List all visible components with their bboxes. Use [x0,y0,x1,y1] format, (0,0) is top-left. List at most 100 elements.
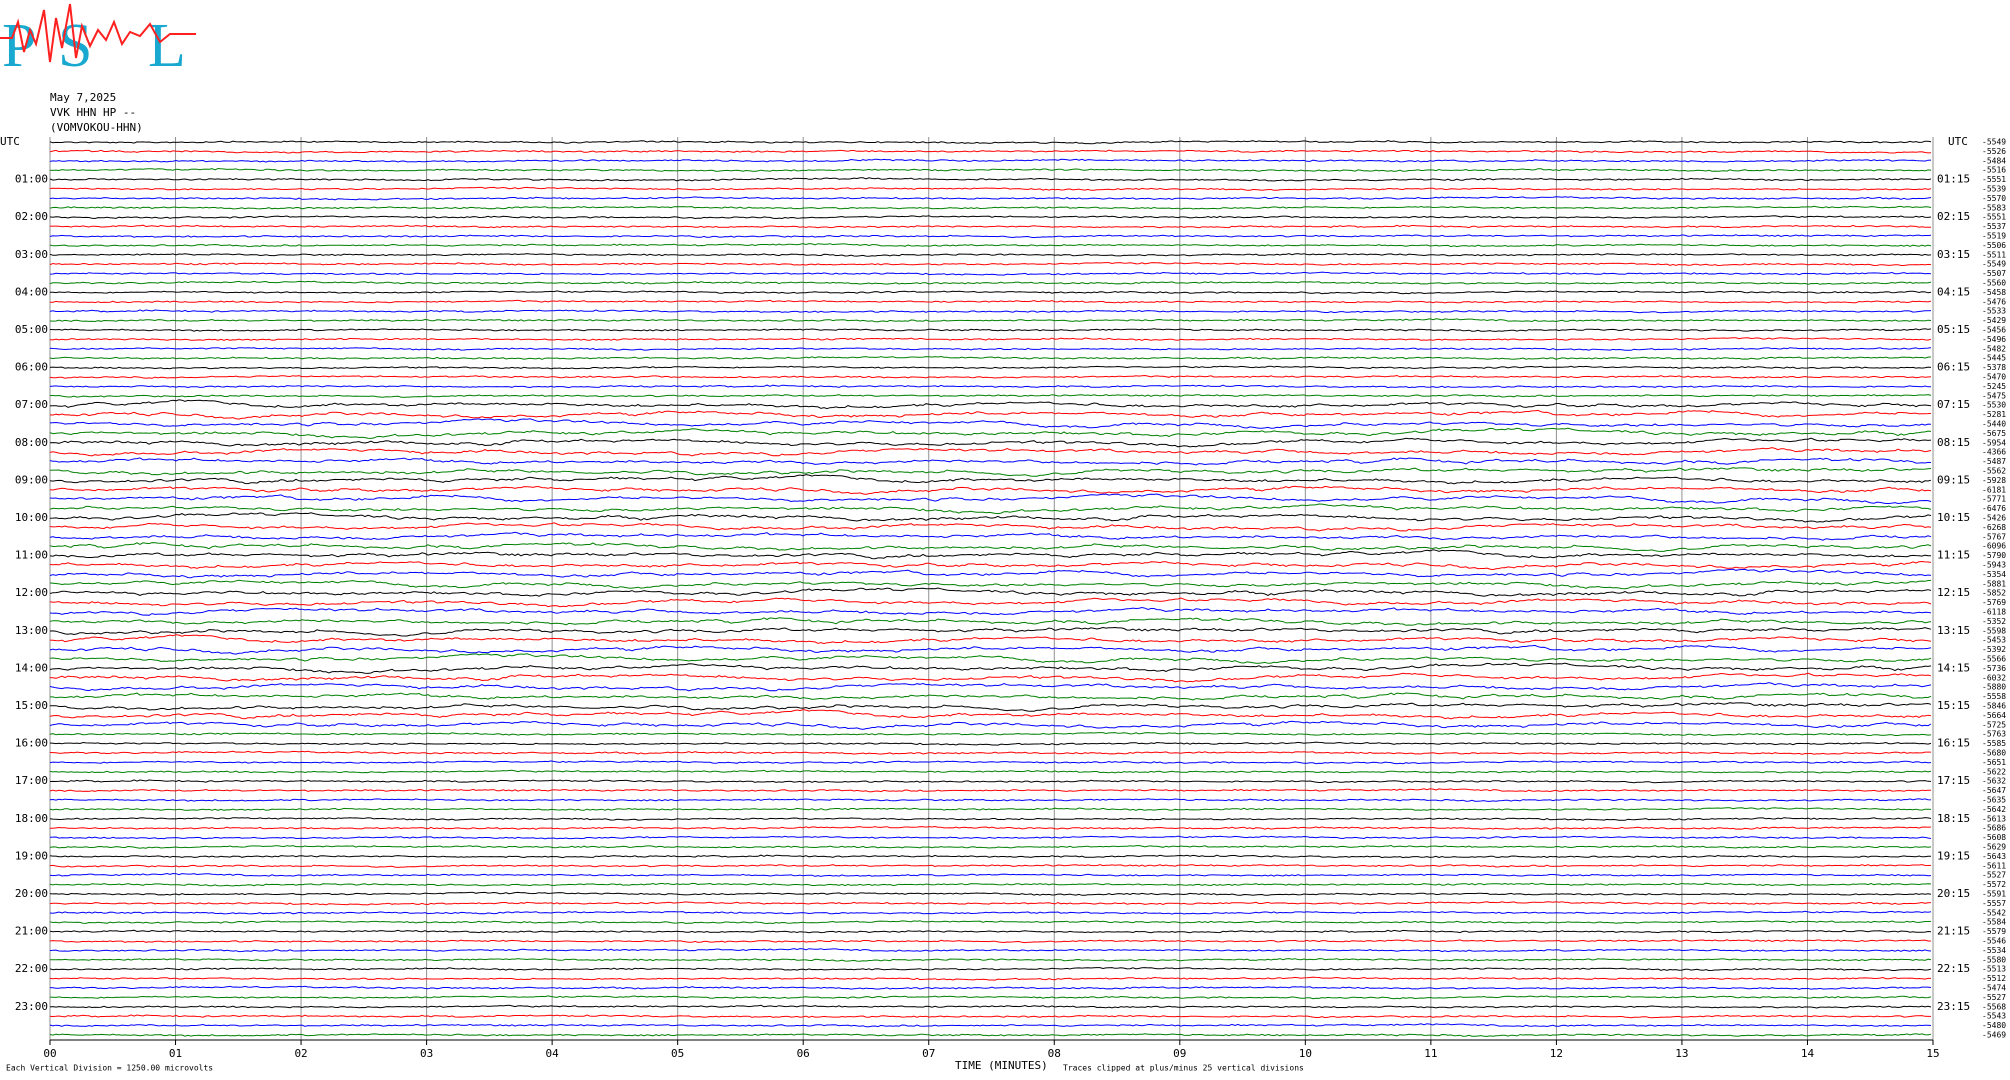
trace-value: -5675 [1982,429,2006,438]
trace-value: -5534 [1982,946,2006,955]
trace-value: -5551 [1982,175,2006,184]
hour-label-right: 20:15 [1937,887,1970,900]
trace [49,682,1932,692]
trace-value: -5583 [1982,203,2006,212]
trace [49,337,1932,341]
x-tick-label: 13 [1675,1047,1688,1060]
trace-value: -5533 [1982,307,2006,316]
hour-label-right: 10:15 [1937,511,1970,524]
trace [49,1033,1932,1037]
trace [49,653,1932,664]
trace [49,531,1932,541]
trace [50,825,1932,830]
trace [49,205,1932,210]
trace-value: -5763 [1982,730,2006,739]
trace [49,347,1932,351]
trace-value: -5469 [1982,1031,2006,1040]
trace-value: -5513 [1982,965,2006,974]
trace [49,299,1932,304]
trace [49,597,1932,608]
trace-value: -5611 [1982,861,2006,870]
trace-value: -5543 [1982,1012,2006,1021]
trace-value: -5511 [1982,250,2006,259]
hour-label-left: 10:00 [15,511,48,524]
hour-label-right: 05:15 [1937,323,1970,336]
x-axis-label: TIME (MINUTES) [955,1059,1048,1072]
trace [49,807,1932,811]
trace [49,967,1932,972]
trace-value: -5608 [1982,833,2006,842]
x-tick-label: 01 [169,1047,182,1060]
trace [49,760,1932,765]
hour-label-right: 06:15 [1937,361,1970,374]
trace [49,474,1932,485]
trace-value: -5558 [1982,692,2006,701]
hour-label-right: 09:15 [1937,473,1970,486]
hour-label-right: 14:15 [1937,661,1970,674]
trace [49,864,1932,868]
trace-value: -5352 [1982,617,2006,626]
trace [49,779,1932,784]
x-tick-label: 14 [1801,1047,1815,1060]
hour-label-right: 19:15 [1937,849,1970,862]
hour-label-left: 04:00 [15,285,48,298]
trace [49,568,1932,579]
x-tick-label: 03 [420,1047,433,1060]
trace-value: -5580 [1982,955,2006,964]
hour-label-left: 03:00 [15,248,48,261]
trace-value: -5562 [1982,467,2006,476]
trace-value: -5570 [1982,194,2006,203]
x-tick-label: 05 [671,1047,684,1060]
trace-value: -5568 [1982,1002,2006,1011]
hour-label-right: 07:15 [1937,398,1970,411]
hour-label-right: 03:15 [1937,248,1970,261]
trace-value: -5480 [1982,1021,2006,1030]
logo: P S L [0,3,196,80]
trace [49,634,1932,645]
trace-value: -5470 [1982,373,2006,382]
trace [49,549,1932,560]
trace-value: -5551 [1982,213,2006,222]
trace [49,732,1932,737]
trace [49,910,1932,915]
trace-value: -4366 [1982,448,2006,457]
hour-label-right: 16:15 [1937,737,1970,750]
trace [49,437,1932,448]
trace-value: -5530 [1982,401,2006,410]
x-tick-label: 06 [797,1047,810,1060]
hour-label-right: 13:15 [1937,624,1970,637]
trace-value: -5846 [1982,702,2006,711]
trace-value: -5458 [1982,288,2006,297]
trace [49,374,1932,379]
trace-value: -5642 [1982,805,2006,814]
trace [49,493,1932,505]
hour-label-left: 21:00 [15,925,48,938]
trace [49,365,1932,370]
trace-value: -5475 [1982,391,2006,400]
trace-value: -5557 [1982,899,2006,908]
hour-label-left: 19:00 [15,849,48,862]
trace [49,662,1932,674]
trace [49,891,1932,896]
trace-value: -5453 [1982,636,2006,645]
trace-value: -6118 [1982,608,2006,617]
trace-value: -5445 [1982,354,2006,363]
trace [49,788,1932,793]
trace [49,167,1932,172]
trace [49,512,1932,523]
trace-value: -5632 [1982,777,2006,786]
trace [49,817,1932,821]
trace-value: -5527 [1982,993,2006,1002]
trace [50,394,1932,398]
trace [49,158,1932,163]
trace [49,1014,1931,1019]
hour-label-left: 22:00 [15,962,48,975]
trace [49,243,1932,248]
trace [49,672,1932,683]
trace [49,234,1932,239]
trace-value: -5579 [1982,927,2006,936]
hour-label-right: 18:15 [1937,812,1970,825]
trace [49,542,1932,552]
trace-value: -5474 [1982,984,2006,993]
trace-value: -5584 [1982,918,2006,927]
